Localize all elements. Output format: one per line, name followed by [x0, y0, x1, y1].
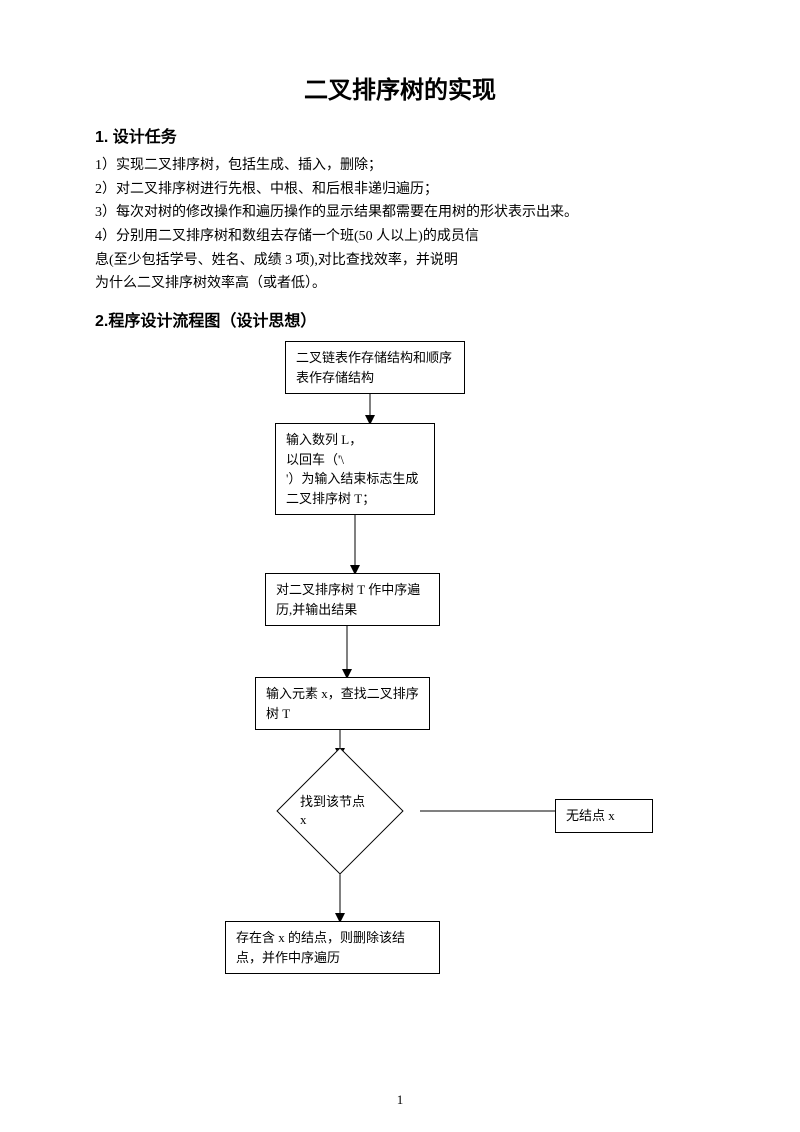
- flow-node-5: 无结点 x: [555, 799, 653, 833]
- task-item-2: 2）对二叉排序树进行先根、中根、和后根非递归遍历；: [95, 179, 705, 201]
- flowchart: 二叉链表作存储结构和顺序表作存储结构 输入数列 L， 以回车（'\ '）为输入结…: [95, 341, 705, 1041]
- task-item-5: 息(至少包括学号、姓名、成绩 3 项),对比查找效率，并说明: [95, 250, 705, 272]
- flow-node-4: 输入元素 x，查找二叉排序树 T: [255, 677, 430, 730]
- flow-decision-1: 找到该节点 x: [260, 756, 420, 866]
- task-item-3: 3）每次对树的修改操作和遍历操作的显示结果都需要在用树的形状表示出来。: [95, 202, 705, 224]
- section-2-heading: 2.程序设计流程图（设计思想）: [95, 307, 705, 331]
- flow-node-6: 存在含 x 的结点，则删除该结点，并作中序遍历: [225, 921, 440, 974]
- flow-node-2: 输入数列 L， 以回车（'\ '）为输入结束标志生成二叉排序树 T；: [275, 423, 435, 515]
- task-item-4: 4）分别用二叉排序树和数组去存储一个班(50 人以上)的成员信: [95, 226, 705, 248]
- flow-decision-1-label: 找到该节点 x: [270, 793, 410, 829]
- page-number: 1: [0, 1092, 800, 1108]
- flow-node-1: 二叉链表作存储结构和顺序表作存储结构: [285, 341, 465, 394]
- section-1: 1. 设计任务 1）实现二叉排序树，包括生成、插入，删除； 2）对二叉排序树进行…: [95, 123, 705, 295]
- page-title: 二叉排序树的实现: [95, 70, 705, 105]
- flow-node-3: 对二叉排序树 T 作中序遍历,并输出结果: [265, 573, 440, 626]
- section-1-heading: 1. 设计任务: [95, 123, 705, 147]
- task-item-1: 1）实现二叉排序树，包括生成、插入，删除；: [95, 155, 705, 177]
- task-item-6: 为什么二叉排序树效率高（或者低）。: [95, 273, 705, 295]
